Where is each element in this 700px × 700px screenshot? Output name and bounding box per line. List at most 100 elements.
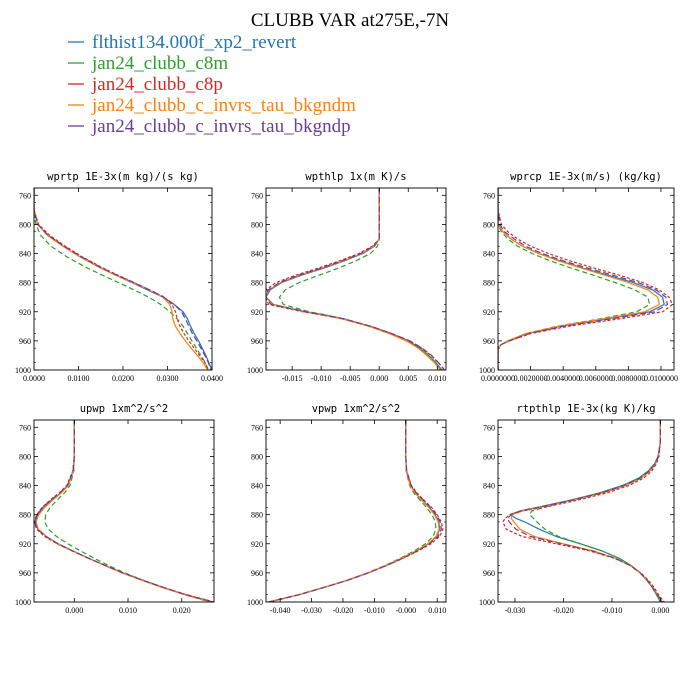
- y-tick-label: 920: [19, 540, 31, 549]
- x-tick-label: 0.0040000: [546, 374, 580, 383]
- y-tick-label: 760: [19, 191, 31, 200]
- y-tick-label: 1000: [247, 598, 263, 607]
- series-group: [268, 420, 444, 602]
- series-line-4: [35, 420, 212, 602]
- x-tick-label: -0.005: [340, 374, 361, 383]
- series-group: [502, 420, 665, 602]
- y-tick-label: 1000: [15, 366, 31, 375]
- x-tick-label: 0.0100000: [644, 374, 678, 383]
- series-line-3: [498, 188, 674, 370]
- y-tick-label: 760: [251, 191, 263, 200]
- series-line-1: [34, 420, 214, 602]
- y-tick-label: 960: [251, 337, 263, 346]
- x-tick-label: 0.010: [428, 606, 446, 615]
- x-tick-label: 0.0000: [23, 374, 45, 383]
- y-tick-label: 960: [251, 569, 263, 578]
- series-line-5: [266, 188, 445, 370]
- panel-title: wprcp 1E-3x(m/s) (kg/kg): [510, 171, 662, 183]
- y-tick-label: 800: [19, 220, 31, 229]
- y-tick-label: 840: [251, 250, 263, 259]
- panel-5: vpwp 1xm^2/s^2 760 800 840 880 920 960 1000 -0.0…: [247, 403, 447, 615]
- legend-label: jan24_clubb_c8m: [91, 53, 228, 74]
- plot-frame: [33, 419, 215, 603]
- y-tick-label: 920: [19, 308, 31, 317]
- series-group: [266, 188, 446, 370]
- panel-grid: wprtp 1E-3x(m kg)/(s kg) 760 800 840 880 920 9…: [15, 171, 678, 615]
- y-tick-label: 760: [251, 423, 263, 432]
- y-tick-label: 880: [251, 511, 263, 520]
- series-line-2: [278, 188, 442, 370]
- series-group: [34, 188, 212, 370]
- plot-frame: [265, 419, 447, 603]
- y-tick-label: 840: [483, 482, 495, 491]
- series-line-4: [268, 420, 440, 602]
- x-tick-label: -0.020: [333, 606, 354, 615]
- x-tick-label: 0.020: [173, 606, 191, 615]
- y-tick-label: 920: [251, 308, 263, 317]
- y-tick-label: 960: [19, 337, 31, 346]
- x-tick-label: 0.0200: [112, 374, 134, 383]
- series-line-3: [268, 420, 444, 602]
- series-line-4: [34, 188, 209, 370]
- panel-4: upwp 1xm^2/s^2 760 800 840 880 920 960 1000 0.00…: [15, 403, 215, 615]
- y-tick-label: 840: [251, 482, 263, 491]
- x-tick-label: -0.010: [602, 606, 623, 615]
- panel-3: wprcp 1E-3x(m/s) (kg/kg) 760 800 840 880 920 9…: [479, 171, 678, 383]
- x-tick-label: -0.015: [282, 374, 303, 383]
- series-line-4: [498, 188, 660, 370]
- series-line-2: [34, 188, 209, 370]
- panel-2: wpthlp 1x(m K)/s 760 800 840 880 920 960 1000 -0…: [247, 171, 447, 383]
- legend-label: flthist134.000f_xp2_revert: [92, 32, 297, 53]
- x-tick-label: 0.0300: [157, 374, 179, 383]
- series-line-2: [528, 420, 662, 602]
- y-tick-label: 960: [19, 569, 31, 578]
- series-line-5: [498, 188, 669, 370]
- y-tick-label: 880: [251, 279, 263, 288]
- legend-label: jan24_clubb_c_invrs_tau_bkgndm: [91, 95, 356, 116]
- legend-label: jan24_clubb_c8p: [91, 74, 223, 95]
- y-tick-label: 1000: [479, 598, 495, 607]
- y-tick-label: 880: [19, 511, 31, 520]
- x-tick-label: -0.040: [270, 606, 291, 615]
- y-tick-label: 840: [19, 482, 31, 491]
- y-tick-label: 800: [483, 220, 495, 229]
- legend: flthist134.000f_xp2_revertjan24_clubb_c8…: [68, 32, 356, 137]
- x-tick-label: 0.005: [399, 374, 417, 383]
- x-tick-label: 0.0080000: [611, 374, 645, 383]
- series-line-5: [34, 420, 214, 602]
- y-tick-label: 920: [483, 308, 495, 317]
- x-tick-label: 0.0060000: [579, 374, 613, 383]
- y-tick-label: 1000: [15, 598, 31, 607]
- panel-6: rtpthlp 1E-3x(kg K)/kg 760 800 840 880 920 960…: [479, 403, 675, 615]
- y-tick-label: 880: [483, 511, 495, 520]
- x-tick-label: 0.000: [651, 606, 669, 615]
- panel-title: upwp 1xm^2/s^2: [80, 403, 169, 415]
- series-line-5: [268, 420, 442, 602]
- series-line-2: [498, 188, 651, 370]
- x-tick-label: -0.010: [311, 374, 332, 383]
- x-tick-label: 0.010: [428, 374, 446, 383]
- series-line-2: [44, 420, 210, 602]
- series-line-2: [269, 420, 437, 602]
- y-tick-label: 840: [19, 250, 31, 259]
- figure-title: CLUBB VAR at275E,-7N: [251, 10, 450, 31]
- x-tick-label: 0.0000000: [481, 374, 515, 383]
- series-line-1: [266, 188, 443, 370]
- y-tick-label: 1000: [247, 366, 263, 375]
- series-line-1: [268, 420, 441, 602]
- series-group: [34, 420, 214, 602]
- x-tick-label: 0.0100: [68, 374, 90, 383]
- series-line-5: [34, 188, 212, 370]
- x-tick-label: 0.0400: [201, 374, 223, 383]
- y-tick-label: 760: [483, 191, 495, 200]
- x-tick-label: -0.030: [505, 606, 526, 615]
- y-tick-label: 920: [483, 540, 495, 549]
- y-tick-label: 960: [483, 569, 495, 578]
- x-tick-label: -0.010: [364, 606, 385, 615]
- series-line-3: [34, 188, 209, 370]
- series-group: [498, 188, 674, 370]
- x-tick-label: 0.000: [65, 606, 83, 615]
- x-tick-label: 0.010: [119, 606, 137, 615]
- plot-frame: [265, 187, 447, 371]
